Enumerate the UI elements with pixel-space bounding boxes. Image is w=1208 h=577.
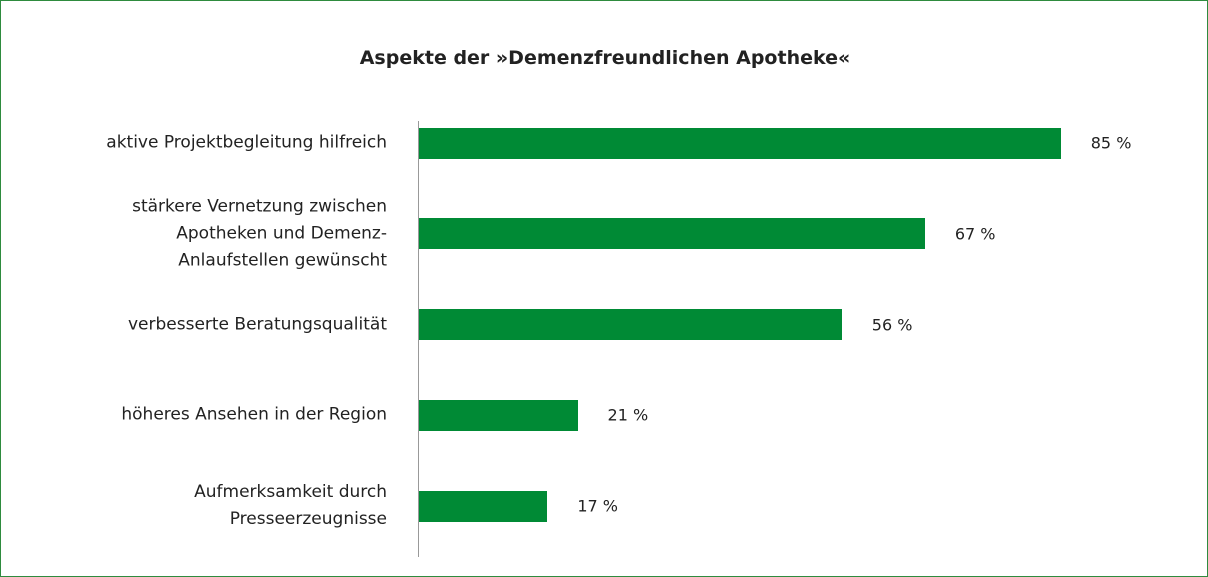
bar <box>419 490 548 522</box>
category-label: aktive Projektbegleitung hilfreich <box>106 132 387 153</box>
bar <box>419 309 842 340</box>
bar <box>419 127 1061 159</box>
chart-title: Aspekte der »Demenzfreundlichen Apotheke… <box>359 47 851 69</box>
axis-line <box>418 121 419 557</box>
category-label: höheres Ansehen in der Region <box>121 404 387 425</box>
bar <box>419 218 925 250</box>
value-label: 17 % <box>577 496 618 516</box>
value-label: 67 % <box>954 224 996 244</box>
bar <box>419 399 578 431</box>
value-label: 85 % <box>1090 133 1132 153</box>
category-label: Aufmerksamkeit durch Presseerzeugnisse <box>194 482 387 529</box>
category-label: stärkere Vernetzung zwischen Apotheken u… <box>132 196 387 271</box>
value-label: 21 % <box>607 405 649 425</box>
category-label: verbesserte Beratungsqualität <box>127 314 387 334</box>
value-label: 56 % <box>871 315 913 334</box>
